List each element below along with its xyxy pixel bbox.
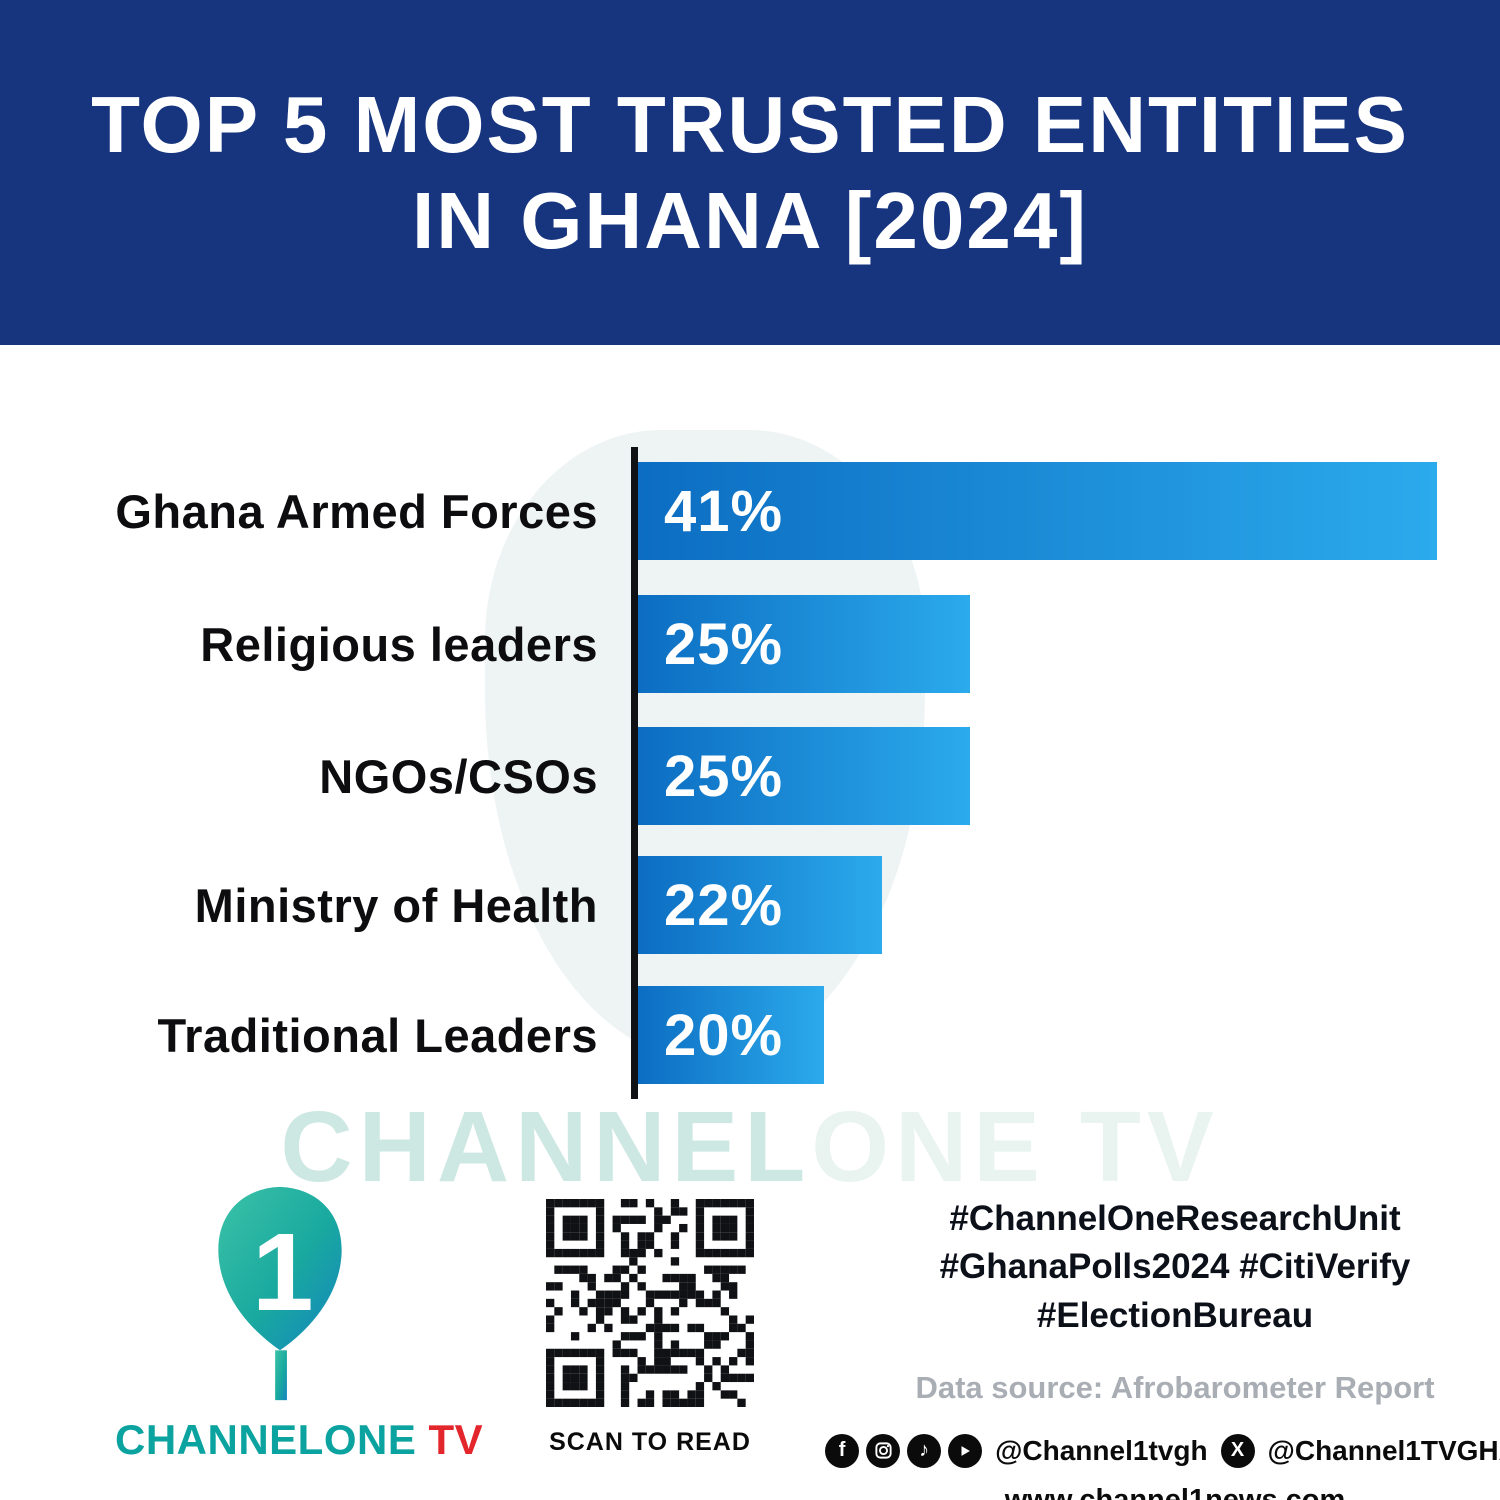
- bar: 41%: [638, 462, 1437, 560]
- youtube-icon: [948, 1433, 983, 1468]
- page-title-line1: TOP 5 MOST TRUSTED ENTITIES: [91, 79, 1409, 169]
- social-row: f ♪ @Channel1tvgh X @Channel1TVGHA: [825, 1433, 1500, 1468]
- social-handle-x: @Channel1TVGHA: [1267, 1434, 1500, 1466]
- channel-one-watermark: CHANNELONE TV: [0, 1090, 1500, 1205]
- category-label: Ministry of Health: [194, 878, 598, 932]
- hashtags: #ChannelOneResearchUnit #GhanaPolls2024 …: [880, 1195, 1470, 1340]
- svg-text:1: 1: [252, 1211, 314, 1334]
- value-label: 22%: [664, 872, 784, 938]
- chart-row-religious-leaders: Religious leaders 25%: [0, 595, 1500, 693]
- chart-axis: [631, 447, 638, 1099]
- channel-one-pick-icon: 1: [218, 1186, 342, 1401]
- category-label: Religious leaders: [200, 617, 598, 671]
- tiktok-icon: ♪: [907, 1433, 942, 1468]
- bar: 25%: [638, 595, 970, 693]
- chart-row-ghana-armed-forces: Ghana Armed Forces 41%: [0, 462, 1500, 560]
- qr-block: SCAN TO READ: [535, 1195, 765, 1457]
- channel-one-wordmark: CHANNELONE TV: [115, 1416, 483, 1464]
- header-banner: TOP 5 MOST TRUSTED ENTITIES IN GHANA [20…: [0, 0, 1500, 345]
- x-icon: X: [1220, 1433, 1255, 1468]
- qr-code: [542, 1195, 758, 1416]
- category-label: Traditional Leaders: [157, 1008, 598, 1062]
- footer-info: #ChannelOneResearchUnit #GhanaPolls2024 …: [825, 1195, 1500, 1500]
- bar: 22%: [638, 856, 882, 954]
- bar: 20%: [638, 986, 824, 1084]
- wordmark-tv: TV: [416, 1416, 484, 1463]
- chart-row-ministry-of-health: Ministry of Health 22%: [0, 856, 1500, 954]
- instagram-icon: [866, 1433, 901, 1468]
- chart-row-ngos-csos: NGOs/CSOs 25%: [0, 727, 1500, 825]
- facebook-icon: f: [825, 1433, 860, 1468]
- value-label: 20%: [664, 1002, 784, 1068]
- watermark-text-channel: CHANNEL: [280, 1091, 812, 1203]
- watermark-text-one-tv: ONE TV: [811, 1091, 1220, 1203]
- value-label: 25%: [664, 611, 784, 677]
- value-label: 41%: [664, 478, 784, 544]
- category-label: Ghana Armed Forces: [115, 484, 598, 538]
- page-title-line2: IN GHANA [2024]: [411, 175, 1089, 265]
- value-label: 25%: [664, 743, 784, 809]
- chart-row-traditional-leaders: Traditional Leaders 20%: [0, 986, 1500, 1084]
- hashtag-line: #GhanaPolls2024 #CitiVerify: [939, 1247, 1411, 1287]
- website-url: www.channel1news.com: [1004, 1483, 1346, 1500]
- data-source-note: Data source: Afrobarometer Report: [915, 1369, 1435, 1405]
- wordmark-channelone: CHANNELONE: [115, 1416, 417, 1463]
- social-handle-primary: @Channel1tvgh: [995, 1434, 1208, 1466]
- bar: 25%: [638, 727, 970, 825]
- hashtag-line: #ElectionBureau: [1036, 1295, 1314, 1335]
- hashtag-line: #ChannelOneResearchUnit: [949, 1199, 1401, 1238]
- channel-one-logo: 1 CHANNELONE TV: [115, 1180, 483, 1464]
- category-label: NGOs/CSOs: [319, 749, 598, 803]
- qr-caption: SCAN TO READ: [549, 1428, 751, 1456]
